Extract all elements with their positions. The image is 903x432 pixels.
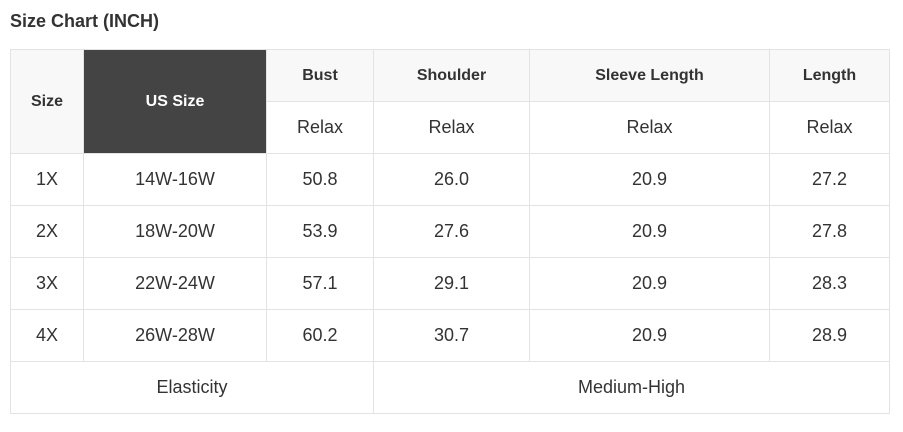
fit-row: Relax Relax Relax Relax <box>11 101 890 154</box>
cell-size: 1X <box>10 153 84 206</box>
header-sleeve-length: Sleeve Length <box>529 49 770 102</box>
elasticity-value: Medium-High <box>373 361 890 414</box>
cell-sleeve-length: 20.9 <box>529 205 770 258</box>
table-row: 1X 14W-16W 50.8 26.0 20.9 27.2 <box>10 153 890 206</box>
cell-bust: 57.1 <box>266 257 374 310</box>
size-chart-table: Size US Size Bust Shoulder Sleeve Length… <box>10 49 890 414</box>
fit-sleeve-length: Relax <box>529 101 770 154</box>
elasticity-label: Elasticity <box>10 361 374 414</box>
cell-size: 3X <box>10 257 84 310</box>
cell-length: 28.9 <box>769 309 890 362</box>
header-bust: Bust <box>266 49 374 102</box>
header-row: Size US Size Bust Shoulder Sleeve Length… <box>10 49 890 154</box>
fit-bust: Relax <box>266 101 374 154</box>
cell-us-size: 26W-28W <box>83 309 267 362</box>
cell-bust: 50.8 <box>266 153 374 206</box>
header-length: Length <box>769 49 890 102</box>
cell-size: 4X <box>10 309 84 362</box>
table-row: 2X 18W-20W 53.9 27.6 20.9 27.8 <box>10 205 890 258</box>
cell-length: 27.2 <box>769 153 890 206</box>
fit-shoulder: Relax <box>373 101 530 154</box>
header-us-size: US Size <box>83 49 267 154</box>
header-shoulder: Shoulder <box>373 49 530 102</box>
cell-us-size: 14W-16W <box>83 153 267 206</box>
cell-sleeve-length: 20.9 <box>529 309 770 362</box>
cell-sleeve-length: 20.9 <box>529 153 770 206</box>
cell-length: 27.8 <box>769 205 890 258</box>
elasticity-row: Elasticity Medium-High <box>10 361 890 414</box>
cell-bust: 53.9 <box>266 205 374 258</box>
cell-bust: 60.2 <box>266 309 374 362</box>
fit-length: Relax <box>769 101 890 154</box>
cell-shoulder: 27.6 <box>373 205 530 258</box>
header-size: Size <box>10 49 84 154</box>
cell-us-size: 18W-20W <box>83 205 267 258</box>
table-row: 3X 22W-24W 57.1 29.1 20.9 28.3 <box>10 257 890 310</box>
cell-shoulder: 30.7 <box>373 309 530 362</box>
table-row: 4X 26W-28W 60.2 30.7 20.9 28.9 <box>10 309 890 362</box>
page-title: Size Chart (INCH) <box>10 11 160 31</box>
cell-us-size: 22W-24W <box>83 257 267 310</box>
cell-sleeve-length: 20.9 <box>529 257 770 310</box>
cell-shoulder: 26.0 <box>373 153 530 206</box>
cell-shoulder: 29.1 <box>373 257 530 310</box>
cell-length: 28.3 <box>769 257 890 310</box>
cell-size: 2X <box>10 205 84 258</box>
